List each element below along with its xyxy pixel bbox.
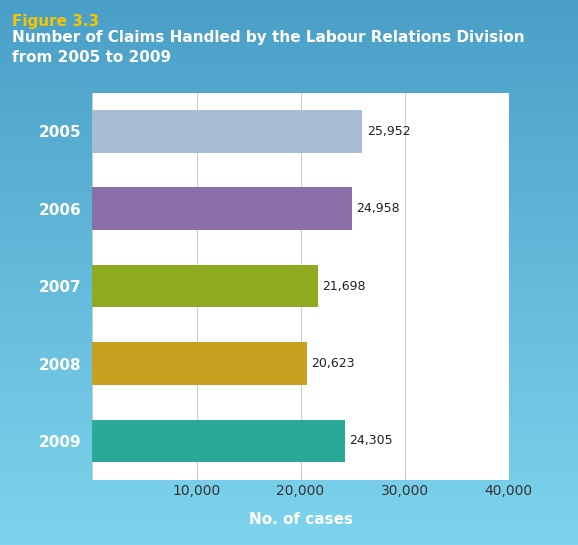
Bar bbox=[92, 420, 345, 462]
Bar bbox=[92, 265, 318, 307]
Bar bbox=[92, 110, 362, 153]
Bar bbox=[92, 187, 352, 230]
X-axis label: No. of cases: No. of cases bbox=[249, 512, 353, 528]
Text: 24,958: 24,958 bbox=[356, 202, 400, 215]
Text: 25,952: 25,952 bbox=[366, 125, 410, 138]
Text: Number of Claims Handled by the Labour Relations Division: Number of Claims Handled by the Labour R… bbox=[12, 30, 524, 45]
Text: 21,698: 21,698 bbox=[323, 280, 366, 293]
Text: 24,305: 24,305 bbox=[350, 434, 393, 447]
Text: from 2005 to 2009: from 2005 to 2009 bbox=[12, 50, 171, 65]
Text: Figure 3.3: Figure 3.3 bbox=[12, 14, 99, 29]
Text: 20,623: 20,623 bbox=[311, 357, 355, 370]
Bar bbox=[92, 342, 307, 385]
